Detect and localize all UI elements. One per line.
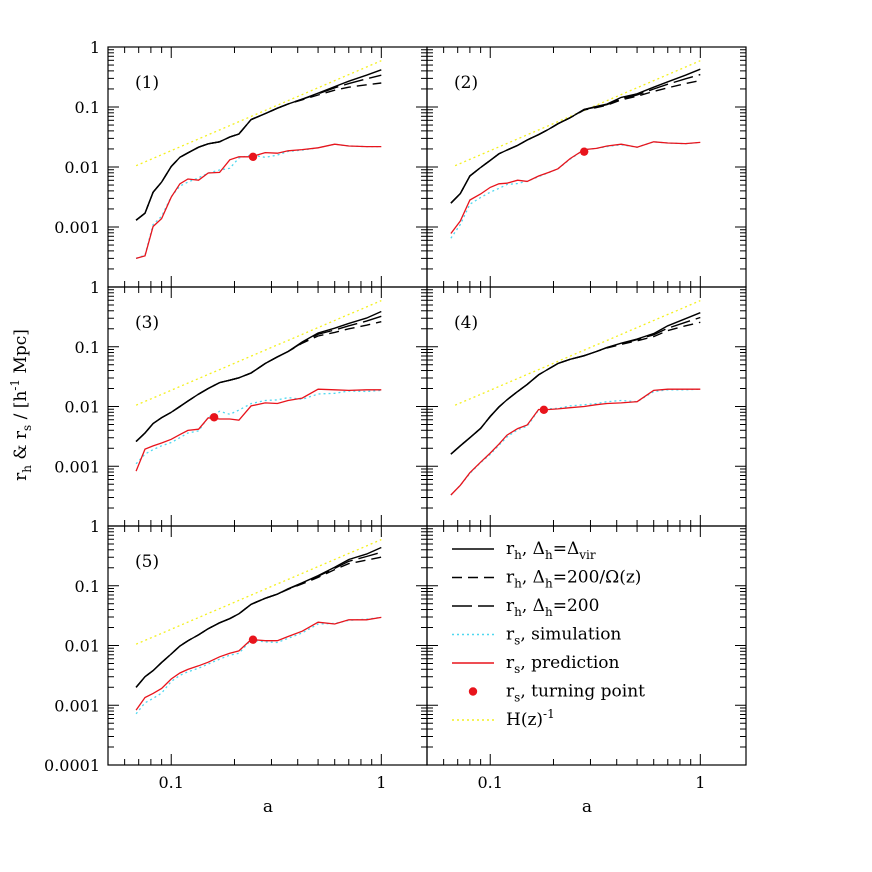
x-tick-label: 1 — [376, 773, 386, 792]
legend-panel-frame — [426, 525, 747, 766]
panel-1-rh-vir-line — [135, 69, 382, 221]
legend-label: rh​, Δh​=200 — [506, 596, 599, 619]
x-tick-label: 0.1 — [159, 773, 184, 792]
panel-5-rh-200-line — [135, 551, 382, 688]
panel-4: (4) — [426, 286, 747, 527]
panel-3-turning-point — [209, 413, 219, 422]
panel-3-plot-area — [135, 300, 382, 472]
legend-swatch — [468, 687, 478, 696]
legend-item-rh-200: rh​, Δh​=200 — [452, 596, 599, 619]
y-tick-label: 0.1 — [75, 577, 100, 596]
panel-3-rs-pred-line — [135, 388, 382, 472]
panel-1-rh-200omega-line — [135, 82, 382, 221]
panel-3-rh-200-line — [135, 315, 382, 443]
panel-2: (2) — [426, 46, 747, 288]
panel-2-rh-200omega-line — [450, 79, 701, 204]
panel-4-rh-vir-line — [450, 312, 701, 455]
panel-1-label: (1) — [135, 73, 159, 93]
axis-titles: a a rh​ & rs​ / [h-1​ Mpc] — [8, 329, 592, 817]
panel-2-rh-200-line — [450, 73, 701, 204]
legend-item-hz: H(z)-1​ — [452, 707, 555, 730]
panel-4-plot-area — [450, 300, 701, 496]
panel-5-plot-area — [135, 539, 382, 715]
panel-2-plot-area — [450, 60, 701, 239]
y-tick-label: 1 — [90, 517, 100, 536]
legend-label: H(z)-1​ — [506, 707, 555, 730]
y-tick-label: 1 — [90, 278, 100, 297]
panel-2-rh-vir-line — [450, 68, 701, 204]
panel-4-rh-200-line — [450, 316, 701, 455]
y-tick-label: 0.01 — [64, 637, 100, 656]
panel-1-rh-200-line — [135, 74, 382, 221]
y-tick-label: 0.01 — [64, 398, 100, 417]
legend-item-rs-pred: rs​, prediction — [452, 653, 620, 676]
y-tick-label: 0.1 — [75, 338, 100, 357]
legend-item-rh-vir: rh​, Δh​=Δvir​ — [452, 539, 596, 562]
legend: 0.1 1 0.1 1 rh​, Δh​=Δvir​ rh​, Δh​=200/Ω(z) r… — [159, 525, 747, 792]
y-tick-label: 0.0001 — [44, 756, 100, 775]
y-tick-label: 1 — [90, 38, 100, 57]
y-axis-title: rh​ & rs​ / [h-1​ Mpc] — [8, 329, 34, 481]
y-tick-label: 0.001 — [54, 457, 100, 476]
panel-4-rs-pred-line — [450, 388, 701, 496]
legend-label: rs​, turning point — [506, 682, 645, 705]
panel-2-turning-point — [579, 147, 589, 156]
panel-3-rh-200omega-line — [135, 321, 382, 443]
legend-item-turning-point: rs​, turning point — [468, 682, 645, 705]
x-axis-title-right: a — [582, 797, 592, 817]
y-tick-label: 0.001 — [54, 696, 100, 715]
panel-3-label: (3) — [135, 313, 159, 333]
panel-1-plot-area — [135, 60, 382, 260]
panel-5: (5) 1 0.1 0.01 0.001 0.0001 — [44, 517, 428, 775]
panel-1-turning-point — [248, 152, 258, 161]
panel-5-rs-pred-line — [135, 616, 382, 711]
panel-4-label: (4) — [454, 313, 478, 333]
panel-3-rs-sim-line — [135, 389, 382, 465]
y-tick-label: 0.1 — [75, 98, 100, 117]
panel-3: (3) 1 0.1 0.01 0.001 — [54, 278, 428, 527]
panel-2-rs-pred-line — [450, 141, 701, 234]
legend-item-rs-sim: rs​, simulation — [452, 625, 621, 648]
x-axis-title-left: a — [263, 797, 273, 817]
panel-3-rh-vir-line — [135, 310, 382, 443]
panel-1: (1) 1 0.1 0.01 0.001 — [54, 38, 428, 288]
panel-5-rh-vir-line — [135, 546, 382, 688]
panel-4-turning-point — [539, 405, 549, 415]
x-tick-label: 1 — [695, 773, 705, 792]
panel-4-rs-sim-line — [450, 388, 701, 496]
legend-label: rh​, Δh​=200/Ω(z) — [506, 568, 641, 591]
panel-1-hz-line — [135, 60, 382, 167]
legend-label: rh​, Δh​=Δvir​ — [506, 539, 596, 562]
panel-1-rs-pred-line — [135, 143, 382, 260]
y-tick-label: 0.01 — [64, 158, 100, 177]
panel-5-rh-200omega-line — [135, 556, 382, 688]
panel-2-rs-sim-line — [450, 141, 701, 239]
panel-1-rs-sim-line — [135, 143, 382, 260]
panels-layer: (1) 1 0.1 0.01 0.001 (2) (3) 1 0.1 0.01 0.001 (4) (5… — [44, 38, 747, 775]
panel-4-rh-200omega-line — [450, 321, 701, 455]
legend-label: rs​, prediction — [506, 653, 620, 676]
y-tick-label: 0.001 — [54, 218, 100, 237]
panel-3-hz-line — [135, 300, 382, 406]
legend-item-rh-200omega: rh​, Δh​=200/Ω(z) — [452, 568, 641, 591]
panel-5-label: (5) — [135, 552, 159, 572]
panel-2-label: (2) — [454, 73, 478, 93]
x-tick-label: 0.1 — [478, 773, 503, 792]
panel-5-rs-sim-line — [135, 616, 382, 715]
panel-5-turning-point — [248, 635, 258, 644]
panel-5-hz-line — [135, 539, 382, 645]
legend-label: rs​, simulation — [506, 625, 621, 648]
